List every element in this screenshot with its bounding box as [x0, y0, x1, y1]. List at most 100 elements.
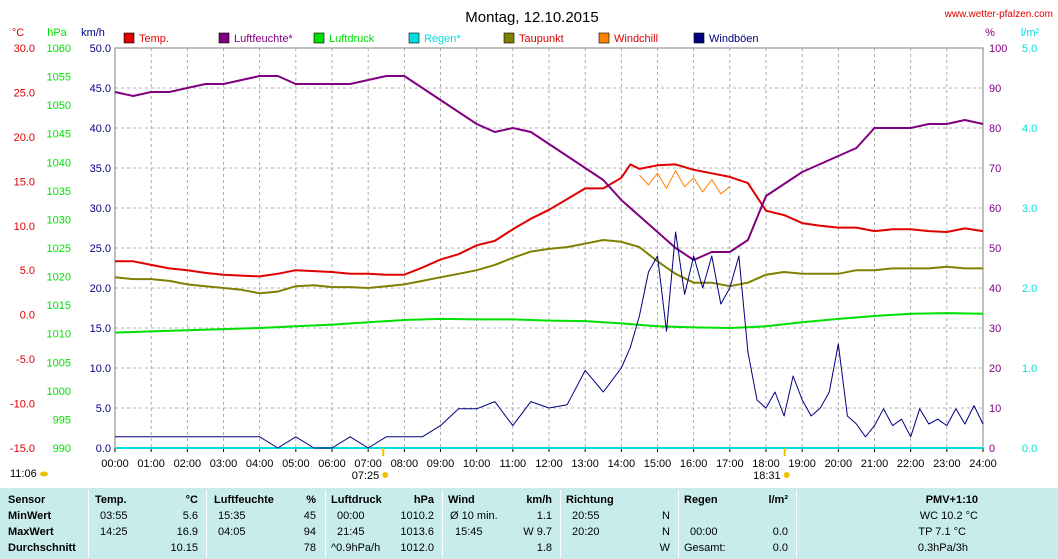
x-tick-label: 01:00	[137, 458, 165, 470]
legend-swatch	[598, 32, 610, 44]
legend-label: Temp.	[139, 33, 169, 45]
axis-tick-label-wind: 45.0	[90, 83, 111, 95]
stats-min-dir-time: 20:55	[572, 510, 600, 522]
axis-unit-pressure: hPa	[47, 27, 67, 39]
axis-tick-label-wind: 40.0	[90, 123, 111, 135]
axis-tick-label-wind: 30.0	[90, 203, 111, 215]
legend-swatch	[693, 32, 705, 44]
stats-avg-dir-value: W	[659, 542, 670, 554]
x-tick-label: 23:00	[933, 458, 961, 470]
x-tick-label: 08:00	[391, 458, 419, 470]
axis-tick-label-pressure: 1060	[47, 43, 71, 55]
stats-header-temp-unit: °C	[185, 494, 198, 506]
axis-tick-label-temp: 30.0	[14, 43, 35, 55]
axis-tick-label-rain: 1.0	[1022, 363, 1037, 375]
stats-header-pressure: Luftdruck	[331, 494, 382, 506]
legend-label: Windchill	[614, 33, 658, 45]
x-tick-label: 20:00	[825, 458, 853, 470]
series-line	[639, 170, 731, 195]
legend-swatch	[313, 32, 325, 44]
stats-header-sensor: Sensor	[8, 494, 46, 506]
stats-avg-pmv: 0.3hPa/3h	[917, 542, 968, 554]
axis-tick-label-wind: 0.0	[96, 443, 111, 455]
stats-min-dir-value: N	[662, 510, 670, 522]
axis-tick-label-pressure: 1000	[47, 386, 71, 398]
stats-header-direction: Richtung	[566, 494, 614, 506]
axis-tick-label-temp: -15.0	[10, 443, 35, 455]
axis-tick-label-wind: 15.0	[90, 323, 111, 335]
axis-tick-label-wind: 5.0	[96, 403, 111, 415]
axis-tick-label-rain: 0.0	[1022, 443, 1037, 455]
axis-tick-label-temp: 0.0	[20, 310, 35, 322]
stats-max-rain-value: 0.0	[772, 526, 788, 538]
axis-unit-humidity: %	[985, 27, 995, 39]
axis-tick-label-temp: 10.0	[14, 221, 35, 233]
stats-avg-wind-value: 1.8	[536, 542, 552, 554]
axis-tick-label-pressure: 1040	[47, 157, 71, 169]
x-tick-label: 10:00	[463, 458, 491, 470]
stats-header-pmv: PMV+1:10	[925, 494, 978, 506]
sunset-label: 18:31	[753, 470, 781, 482]
axis-tick-label-temp: 5.0	[20, 265, 35, 277]
axis-tick-label-humidity: 70	[989, 163, 1001, 175]
x-tick-label: 13:00	[571, 458, 599, 470]
axis-unit-wind: km/h	[81, 27, 105, 39]
axis-tick-label-temp: -5.0	[16, 354, 35, 366]
sun-icon	[40, 471, 48, 477]
axis-tick-label-temp: 15.0	[14, 176, 35, 188]
axis-tick-label-pressure: 1030	[47, 214, 71, 226]
x-tick-label: 06:00	[318, 458, 346, 470]
axis-tick-label-temp: 25.0	[14, 87, 35, 99]
series-line	[115, 163, 984, 278]
stats-min-hum-time: 15:35	[218, 510, 246, 522]
stats-avg-hum-value: 78	[303, 542, 316, 554]
x-tick-label: 15:00	[644, 458, 672, 470]
axis-tick-label-wind: 25.0	[90, 243, 111, 255]
stats-avg-press-value: 1012.0	[400, 542, 434, 554]
stats-header-humidity-unit: %	[306, 494, 316, 506]
axis-tick-label-pressure: 995	[53, 414, 71, 426]
x-tick-label: 11:00	[499, 458, 526, 470]
x-tick-label: 03:00	[210, 458, 238, 470]
x-tick-label: 14:00	[608, 458, 636, 470]
axis-tick-label-wind: 20.0	[90, 283, 111, 295]
legend-label: Taupunkt	[519, 33, 564, 45]
stats-header-temp: Temp.	[95, 494, 127, 506]
stats-max-wind-value: W 9.7	[523, 526, 552, 538]
legend-label: Windböen	[709, 33, 759, 45]
axis-tick-label-rain: 3.0	[1022, 203, 1037, 215]
axis-tick-label-humidity: 30	[989, 323, 1001, 335]
axis-tick-label-humidity: 80	[989, 123, 1001, 135]
stats-max-hum-time: 04:05	[218, 526, 246, 538]
axis-tick-label-pressure: 1020	[47, 272, 71, 284]
stats-avg-rain-label: Gesamt:	[684, 542, 726, 554]
x-tick-label: 22:00	[897, 458, 925, 470]
stats-header-pressure-unit: hPa	[413, 494, 434, 506]
stats-min-wind-value: 1.1	[536, 510, 552, 522]
axis-unit-temp: °C	[12, 27, 24, 39]
x-tick-label: 04:00	[246, 458, 274, 470]
axis-tick-label-humidity: 50	[989, 243, 1001, 255]
stats-min-pmv: WC 10.2 °C	[919, 510, 978, 522]
stats-header-rain-unit: l/m²	[768, 494, 788, 506]
stats-header-wind: Wind	[448, 494, 475, 506]
sun-icon	[382, 472, 389, 478]
axis-tick-label-rain: 4.0	[1022, 123, 1037, 135]
stats-row-min-label: MinWert	[8, 510, 52, 522]
legend-swatch	[503, 32, 515, 44]
axis-tick-label-humidity: 60	[989, 203, 1001, 215]
site-url: www.wetter-pfalzen.com	[944, 9, 1053, 20]
update-time: 11:06	[10, 468, 37, 480]
legend-swatch	[218, 32, 230, 44]
axis-tick-label-pressure: 1010	[47, 329, 71, 341]
axis-tick-label-pressure: 1055	[47, 72, 71, 84]
stats-min-temp-value: 5.6	[182, 510, 198, 522]
legend-label: Regen*	[424, 33, 461, 45]
series-line	[114, 75, 984, 261]
legend-swatch	[408, 32, 420, 44]
stats-max-rain-time: 00:00	[690, 526, 718, 538]
stats-table: Sensor Temp. °C Luftfeuchte % Luftdruck …	[0, 488, 1058, 559]
stats-min-hum-value: 45	[303, 510, 316, 522]
sunrise-label: 07:25	[352, 470, 380, 482]
series-line	[114, 312, 984, 334]
